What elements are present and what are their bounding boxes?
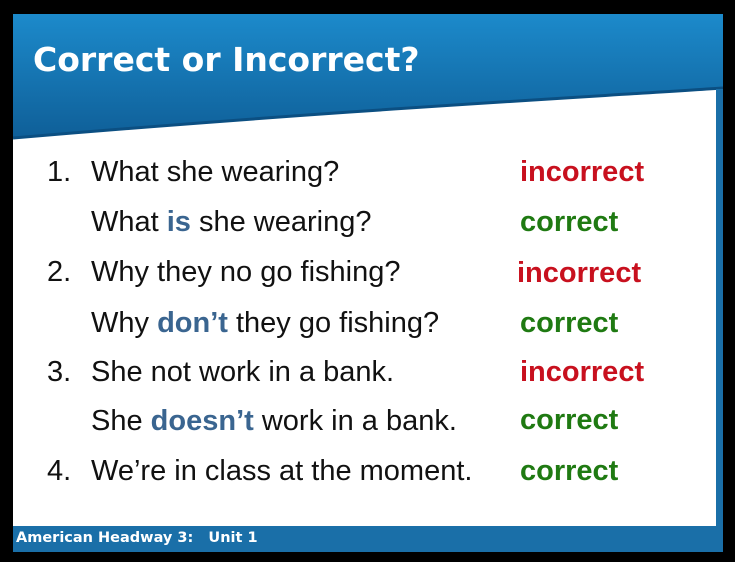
sentence-text: What she wearing? (91, 156, 340, 188)
verdict-label: incorrect (520, 356, 645, 388)
sentence-text: She (91, 405, 151, 437)
keyword: doesn’t (150, 405, 254, 437)
sentence-text: they go fishing? (227, 307, 440, 339)
verdict-label: incorrect (517, 257, 642, 289)
item-number: 3. (47, 356, 72, 388)
item-number: 1. (47, 156, 72, 188)
keyword: don’t (157, 307, 228, 339)
sentence-text: Why (91, 307, 158, 339)
sentence-text: she wearing? (190, 206, 372, 238)
sentence-text: We’re in class at the moment. (91, 455, 473, 487)
sentence-text: She not work in a bank. (91, 356, 395, 388)
sentence-text: Why they no go fishing? (91, 256, 401, 288)
footer-text: American Headway 3: Unit 1 (16, 530, 258, 546)
verdict-label: correct (520, 455, 619, 487)
slide: Correct or Incorrect? 1. What she wearin… (13, 14, 723, 552)
verdict-label: correct (520, 206, 619, 238)
verdict-label: incorrect (520, 156, 645, 188)
item-number: 2. (47, 256, 72, 288)
verdict-label: correct (520, 307, 619, 339)
verdict-label: correct (520, 404, 619, 436)
item-number: 4. (47, 455, 72, 487)
sentence-text: work in a bank. (253, 405, 457, 437)
sentence-text: What (91, 206, 167, 238)
keyword: is (166, 206, 191, 238)
page-title: Correct or Incorrect? (33, 40, 420, 79)
right-accent-bar (716, 89, 723, 526)
header-banner (13, 14, 723, 140)
footer-bar: American Headway 3: Unit 1 (13, 526, 723, 552)
